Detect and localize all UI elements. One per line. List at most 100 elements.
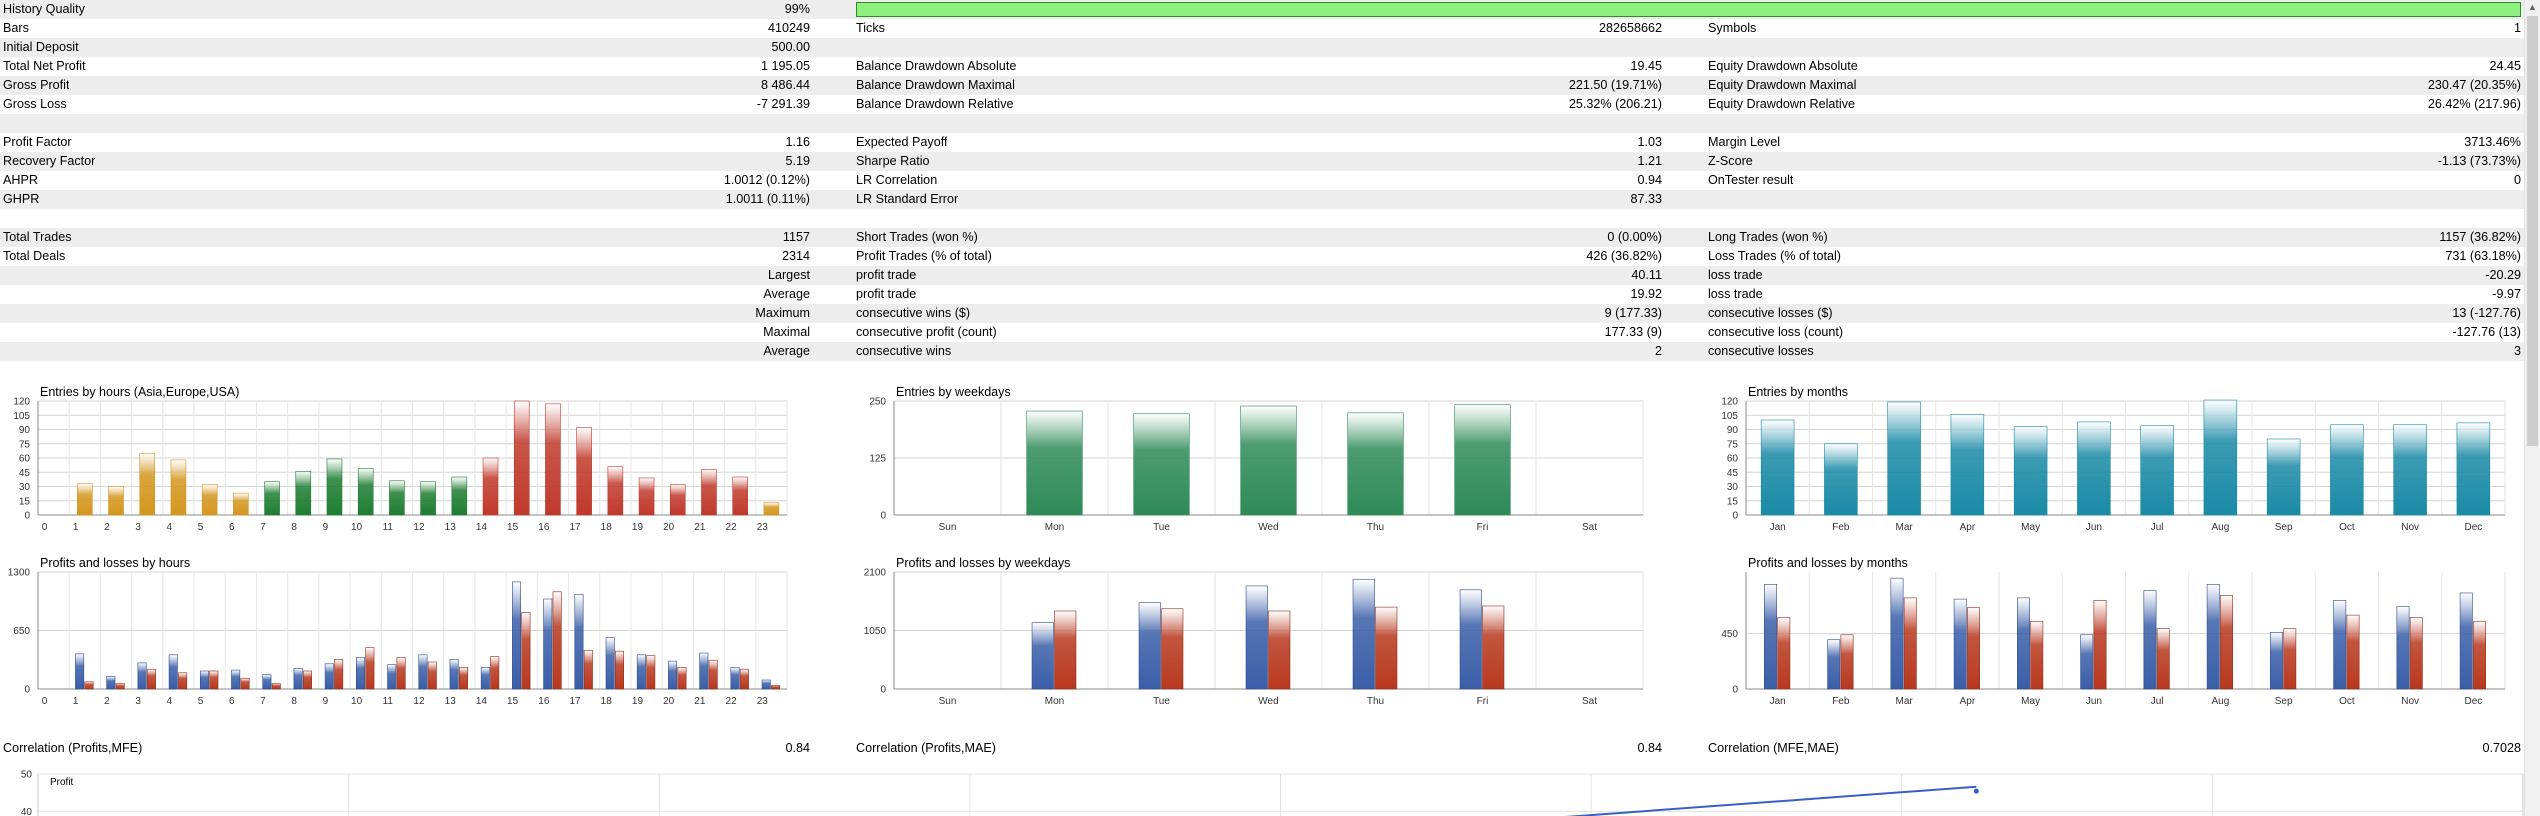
stat-value: 1157 (36.82%) [2439,230,2521,244]
chart-title: Profit [50,777,74,788]
entry-bar [2456,422,2491,516]
profit-bar [1031,622,1054,690]
y-tick-label: 1050 [864,626,887,637]
x-tick-label: Apr [1960,696,1976,707]
stats-row: Gross Loss -7 291.39 Balance Drawdown Rela… [0,95,2525,114]
entry-bar [1240,405,1297,516]
x-tick-label: 19 [632,522,644,533]
stats-row: Initial Deposit 500.00 [0,38,2525,57]
stat-label: profit trade [856,287,917,301]
scroll-up-arrow-icon[interactable]: ▲ [2528,2,2537,12]
stat-value: Maximal [763,325,810,339]
loss-bar [1268,610,1291,690]
x-tick-label: 19 [632,696,644,707]
stat-value: 0.94 [1637,173,1662,187]
loss-bar [739,668,749,690]
entry-bar [1887,401,1921,516]
stat-label: Equity Drawdown Maximal [1708,78,1857,92]
correlation-mfe-mae-value: 0.7028 [2482,741,2521,755]
stats-row: Largest profit trade 40.11 loss trade -20.29 [0,266,2525,285]
stat-label: Sharpe Ratio [856,154,930,168]
profit-bar [574,594,584,690]
stat-value: -7 291.39 [756,97,810,111]
correlation-profits-mae-value: 0.84 [1637,741,1662,755]
y-tick-label: 0 [880,511,886,522]
x-tick-label: Mar [1896,522,1914,533]
y-tick-label: 60 [19,454,31,465]
scatter-point [1973,788,1979,794]
loss-bar [2030,620,2044,690]
entry-bar [2393,424,2427,516]
x-tick-label: Nov [2401,696,2419,707]
entry-bar [545,403,561,516]
stat-value: 19.45 [1630,59,1662,73]
x-tick-label: 18 [601,696,613,707]
x-tick-label: 20 [663,696,675,707]
x-tick-label: 6 [229,696,235,707]
loss-bar [1840,634,1854,690]
loss-bar [1967,607,1980,690]
x-tick-label: Dec [2464,522,2482,533]
y-tick-label: 75 [1727,439,1739,450]
loss-bar [2093,600,2107,690]
entry-bar [170,459,187,516]
loss-bar [771,685,781,690]
stat-label: Total Net Profit [3,59,86,73]
profit-bar [480,667,490,690]
x-tick-label: Oct [2339,522,2355,533]
entry-bar [295,471,312,516]
entries-by-weekdays-chart: Entries by weekdays 0 125 250 Sun Mon Tue Wed Th… [869,385,1644,533]
x-tick-label: Jun [2086,522,2102,533]
x-tick-label: 22 [726,522,738,533]
stat-value: 24.45 [2489,59,2521,73]
stat-label: Expected Payoff [856,135,948,149]
x-tick-label: 21 [694,522,706,533]
x-tick-label: 9 [323,696,329,707]
loss-bar [646,655,656,690]
x-tick-label: Wed [1258,696,1278,707]
stat-value: 40.11 [1631,268,1662,282]
loss-bar [459,667,468,690]
x-tick-label: 4 [167,522,173,533]
vertical-scrollbar[interactable]: ▲ [2524,0,2540,816]
y-tick-label: 90 [1727,425,1739,436]
x-tick-label: Sep [2275,696,2293,707]
stat-value: 410249 [767,21,810,35]
x-tick-label: Thu [1367,696,1384,707]
stat-label: Equity Drawdown Absolute [1708,59,1858,73]
loss-bar [240,677,250,690]
profit-bar [1459,589,1482,690]
entry-bar [576,427,592,516]
x-tick-label: Feb [1832,696,1850,707]
stats-row: Bars 410249 Ticks 282658662 Symbols 1 [0,19,2525,38]
y-tick-label: 120 [1721,397,1738,408]
x-tick-label: 17 [569,522,581,533]
x-tick-label: May [2021,522,2040,533]
x-tick-label: 12 [413,696,425,707]
stat-value: 1.03 [1637,135,1662,149]
stat-label: GHPR [3,192,40,206]
profit-bar [75,653,85,690]
x-tick-label: Tue [1153,696,1170,707]
y-tick-label: 450 [1721,629,1738,640]
x-tick-label: 3 [135,696,141,707]
correlation-profits-mfe-value: 0.84 [785,741,810,755]
y-tick-label: 1300 [8,568,31,579]
y-tick-label: 45 [1727,468,1739,479]
x-tick-label: 11 [383,696,394,707]
loss-bar [302,670,312,690]
profit-bar [168,654,178,690]
y-tick-label: 15 [1727,496,1739,507]
entry-bar [2013,426,2048,516]
profit-bar [324,663,334,690]
stats-row [0,114,2525,133]
x-tick-label: Jul [2151,522,2164,533]
stat-label: loss trade [1708,287,1763,301]
stat-value: 1 [2513,21,2521,35]
loss-bar [396,657,406,690]
scrollbar-thumb[interactable] [2527,16,2538,446]
y-tick-label: 90 [19,425,31,436]
x-tick-label: 21 [694,696,706,707]
stat-value: 282658662 [1598,21,1662,35]
